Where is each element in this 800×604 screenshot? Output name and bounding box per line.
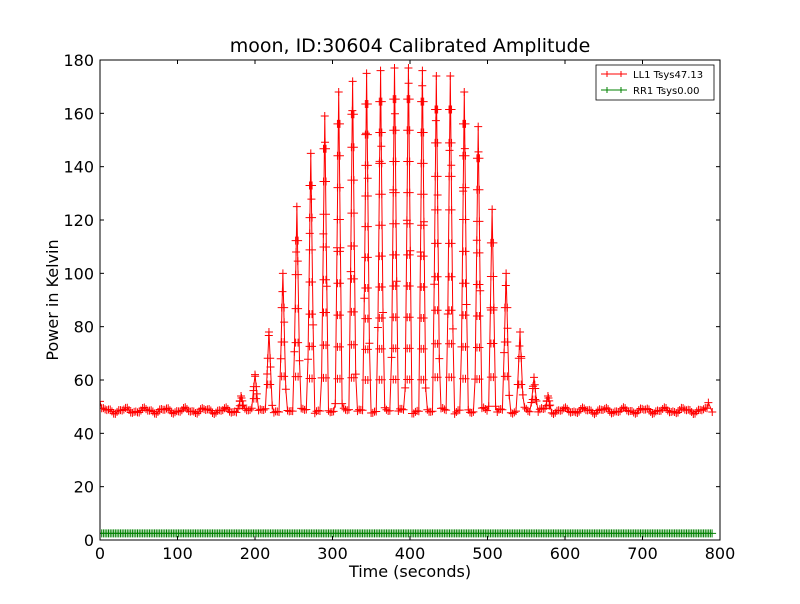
series-rr1-marker-path: [100, 529, 717, 538]
x-tick-label: 100: [162, 544, 193, 563]
legend-marker-rr1: [604, 87, 624, 93]
x-tick-label: 500: [472, 544, 503, 563]
series-rr1: [100, 529, 717, 538]
y-tick-label: 20: [74, 478, 94, 497]
y-tick-label: 80: [74, 318, 94, 337]
y-tick-label: 120: [63, 211, 94, 230]
x-tick-label: 0: [95, 544, 105, 563]
chart-title: moon, ID:30604 Calibrated Amplitude: [230, 35, 591, 57]
legend: LL1 Tsys47.13 RR1 Tsys0.00: [595, 64, 715, 101]
x-tick-label: 800: [705, 544, 736, 563]
legend-entry-ll1: LL1 Tsys47.13: [601, 70, 703, 81]
x-axis-label: Time (seconds): [348, 562, 471, 581]
y-tick-label: 160: [63, 104, 94, 123]
y-tick-label: 180: [63, 51, 94, 70]
y-tick-label: 0: [84, 531, 94, 550]
y-tick-label: 40: [74, 424, 94, 443]
series-rr1-markers: [100, 529, 717, 538]
y-tick-label: 60: [74, 371, 94, 390]
series-ll1-marker-path: [100, 64, 717, 419]
legend-marker-ll1: [604, 71, 624, 77]
y-tick-label: 140: [63, 158, 94, 177]
x-tick-label: 200: [240, 544, 271, 563]
x-tick-label: 300: [317, 544, 348, 563]
y-tick-label: 100: [63, 264, 94, 283]
x-tick-label: 600: [550, 544, 581, 563]
legend-label-ll1: LL1 Tsys47.13: [633, 70, 703, 81]
series-ll1-markers: [100, 64, 717, 419]
legend-entry-rr1: RR1 Tsys0.00: [601, 86, 700, 97]
series-ll1: [100, 64, 717, 419]
y-axis-label: Power in Kelvin: [43, 239, 62, 360]
legend-box: [595, 64, 715, 101]
plot-area: [100, 60, 720, 540]
ticks-layer: 0 100 200 300 400 500 600 700 800 0 20 40 60 80 100 120…: [63, 51, 735, 563]
x-tick-label: 400: [395, 544, 426, 563]
x-tick-label: 700: [627, 544, 658, 563]
legend-label-rr1: RR1 Tsys0.00: [633, 86, 700, 97]
series-layer: [100, 64, 717, 538]
